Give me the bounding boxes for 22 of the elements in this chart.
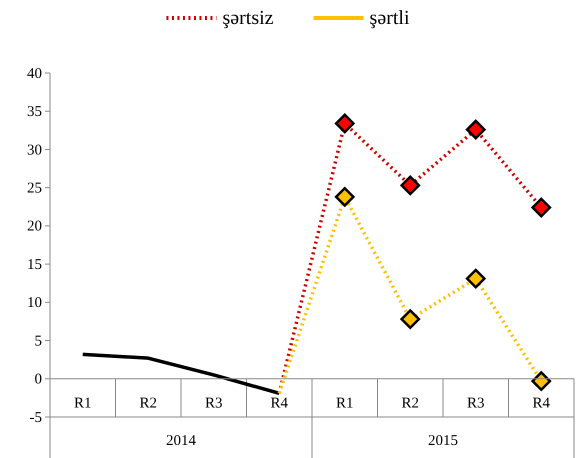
y-tick-label: -5 [30,410,42,426]
y-tick-label: 25 [27,180,42,196]
y-tick-label: 10 [27,295,42,312]
x-tick-label: R1 [74,395,92,412]
text: 2015 [428,433,458,449]
x-tick-label: R2 [401,395,420,412]
x-tick-label: R4 [532,395,550,412]
y-tick-label: 40 [27,66,42,82]
y-tick-label: 5 [34,333,42,350]
x-tick-label: R3 [466,395,485,412]
x-tick-label: R1 [336,395,354,412]
legend-label: şərtsiz [222,7,274,29]
legend-label: şərtli [370,7,410,29]
x-tick-label: R4 [270,395,288,412]
text: 2014 [166,433,196,449]
y-tick-label: 30 [27,142,42,158]
x-tick-label: R3 [204,395,223,412]
y-tick-label: 15 [27,256,42,273]
y-tick-label: 0 [34,372,42,388]
x-tick-label: R2 [139,395,158,412]
y-tick-label: 20 [27,218,42,235]
y-tick-label: 35 [27,104,42,120]
